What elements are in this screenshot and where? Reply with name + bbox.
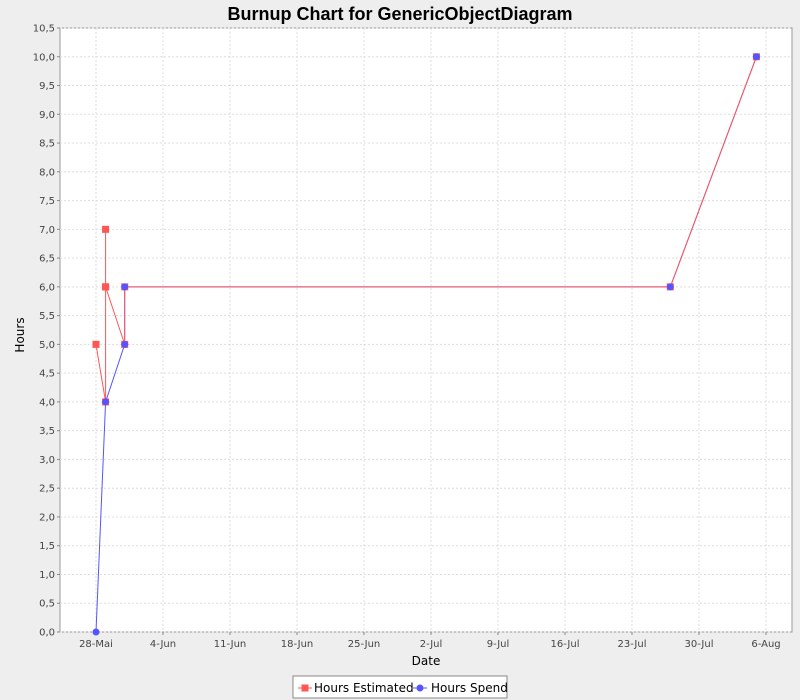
x-axis: 28-Mai 4-Jun 11-Jun 18-Jun 25-Jun 2-Jul 9-Jul 1… — [79, 632, 781, 650]
y-axis-label: Hours — [13, 317, 27, 352]
y-tick-label: 9,0 — [39, 110, 55, 121]
x-tick-label: 23-Jul — [618, 639, 647, 650]
y-tick-label: 5,0 — [39, 340, 55, 351]
y-axis: 0,0 0,5 1,0 1,5 2,0 2,5 3,0 3,5 4,0 4,5 5,0 5,5 6,0 6… — [33, 24, 60, 639]
legend: Hours Estimated Hours Spend — [292, 675, 508, 699]
y-tick-label: 3,5 — [39, 426, 55, 437]
x-tick-label: 2-Jul — [420, 639, 443, 650]
y-tick-label: 2,5 — [39, 484, 55, 495]
data-point-hours-spend — [752, 53, 760, 61]
x-tick-label: 9-Jul — [487, 639, 510, 650]
y-tick-label: 4,5 — [39, 369, 55, 380]
legend-marker-estimated — [301, 684, 309, 692]
data-point-hours-spend — [121, 283, 129, 291]
legend-label-spend: Hours Spend — [431, 681, 508, 695]
x-tick-label: 11-Jun — [214, 639, 247, 650]
x-tick-label: 30-Jul — [685, 639, 714, 650]
data-point-hours-estimated — [102, 225, 110, 233]
y-tick-label: 4,0 — [39, 397, 55, 408]
x-tick-label: 25-Jun — [348, 639, 381, 650]
y-tick-label: 0,5 — [39, 599, 55, 610]
x-tick-label: 18-Jun — [281, 639, 314, 650]
data-point-hours-estimated — [92, 340, 100, 348]
y-tick-label: 6,0 — [39, 282, 55, 293]
y-tick-label: 10,5 — [33, 24, 55, 35]
chart-title: Burnup Chart for GenericObjectDiagram — [227, 4, 572, 24]
y-tick-label: 7,0 — [39, 225, 55, 236]
y-tick-label: 7,5 — [39, 196, 55, 207]
data-point-hours-spend — [666, 283, 674, 291]
y-tick-label: 8,0 — [39, 167, 55, 178]
y-tick-label: 1,5 — [39, 541, 55, 552]
x-tick-label: 28-Mai — [79, 639, 113, 650]
x-tick-label: 6-Aug — [751, 639, 780, 650]
data-point-hours-spend — [92, 628, 100, 636]
y-tick-label: 0,0 — [39, 628, 55, 639]
legend-box — [292, 675, 508, 699]
y-tick-label: 2,0 — [39, 512, 55, 523]
x-tick-label: 16-Jul — [551, 639, 580, 650]
y-tick-label: 5,5 — [39, 311, 55, 322]
legend-marker-spend — [416, 684, 424, 692]
y-tick-label: 1,0 — [39, 570, 55, 581]
x-axis-label: Date — [412, 654, 441, 668]
y-tick-label: 9,5 — [39, 81, 55, 92]
y-tick-label: 3,0 — [39, 455, 55, 466]
y-tick-label: 6,5 — [39, 254, 55, 265]
legend-label-estimated: Hours Estimated — [314, 681, 414, 695]
series-layer — [92, 53, 760, 636]
x-tick-label: 4-Jun — [150, 639, 176, 650]
y-tick-label: 8,5 — [39, 139, 55, 150]
data-point-hours-spend — [102, 398, 110, 406]
plot-area — [59, 27, 793, 633]
data-point-hours-estimated — [102, 283, 110, 291]
data-point-hours-spend — [121, 340, 129, 348]
y-tick-label: 10,0 — [33, 52, 55, 63]
